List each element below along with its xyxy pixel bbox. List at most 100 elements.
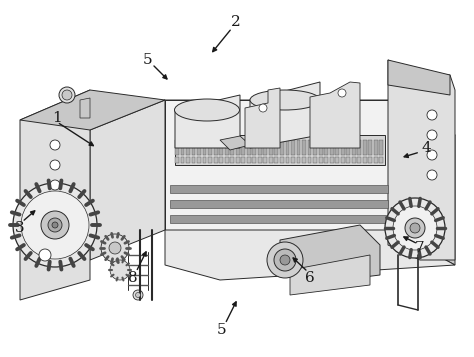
Circle shape [41,211,69,239]
Text: 1: 1 [52,111,62,125]
Polygon shape [390,100,455,265]
Circle shape [427,170,437,180]
Polygon shape [357,140,361,155]
Text: 6: 6 [305,271,315,285]
Circle shape [59,87,75,103]
Polygon shape [352,140,356,155]
Polygon shape [346,140,350,155]
Polygon shape [324,157,328,163]
Polygon shape [208,157,212,163]
Polygon shape [220,136,250,150]
Circle shape [133,290,143,300]
Circle shape [101,234,129,262]
Polygon shape [197,157,201,163]
Polygon shape [352,157,356,163]
Polygon shape [264,140,267,155]
Polygon shape [285,157,290,163]
Polygon shape [225,140,228,155]
Polygon shape [335,140,339,155]
Polygon shape [357,157,361,163]
Polygon shape [214,140,218,155]
Polygon shape [291,157,295,163]
Polygon shape [363,140,367,155]
Circle shape [62,90,72,100]
Polygon shape [274,140,278,155]
Polygon shape [388,60,455,260]
Text: 2: 2 [231,15,241,29]
Polygon shape [247,157,251,163]
Polygon shape [245,88,280,148]
Polygon shape [290,255,370,295]
Polygon shape [330,140,334,155]
Polygon shape [258,157,262,163]
Circle shape [39,249,51,261]
Polygon shape [297,140,301,155]
Polygon shape [363,157,367,163]
Polygon shape [269,157,273,163]
Polygon shape [388,60,450,95]
Polygon shape [274,157,278,163]
Polygon shape [302,157,306,163]
Text: 5: 5 [143,53,153,67]
Polygon shape [202,140,207,155]
Polygon shape [313,140,317,155]
Polygon shape [313,157,317,163]
Polygon shape [252,140,256,155]
Circle shape [52,222,58,228]
Polygon shape [374,140,378,155]
Circle shape [267,242,303,278]
Circle shape [427,110,437,120]
Circle shape [259,104,267,112]
Circle shape [427,130,437,140]
Polygon shape [341,140,345,155]
Circle shape [109,242,121,254]
Circle shape [427,150,437,160]
Circle shape [110,260,130,280]
Circle shape [50,140,60,150]
Polygon shape [264,157,267,163]
Circle shape [50,180,60,190]
Circle shape [136,292,140,297]
Circle shape [338,89,346,97]
Polygon shape [90,100,165,260]
Circle shape [50,160,60,170]
Text: 3: 3 [15,221,25,235]
Ellipse shape [250,90,320,110]
Polygon shape [165,100,390,230]
Circle shape [393,206,437,250]
Polygon shape [280,225,380,285]
Circle shape [21,191,89,259]
Circle shape [280,255,290,265]
Polygon shape [170,185,388,193]
Polygon shape [324,140,328,155]
Polygon shape [90,100,455,165]
Polygon shape [341,157,345,163]
Polygon shape [247,140,251,155]
Polygon shape [181,140,184,155]
Polygon shape [202,157,207,163]
Polygon shape [208,140,212,155]
Polygon shape [368,140,372,155]
Polygon shape [374,157,378,163]
Polygon shape [258,140,262,155]
Polygon shape [291,140,295,155]
Polygon shape [308,157,311,163]
Polygon shape [330,157,334,163]
Polygon shape [186,140,190,155]
Polygon shape [241,157,245,163]
Circle shape [13,183,97,267]
Polygon shape [181,157,184,163]
Polygon shape [175,140,179,155]
Circle shape [405,218,425,238]
Polygon shape [186,157,190,163]
Polygon shape [80,98,90,118]
Text: 4: 4 [421,141,431,155]
Polygon shape [319,157,322,163]
Circle shape [274,249,296,271]
Polygon shape [175,135,385,165]
Polygon shape [20,90,165,130]
Circle shape [385,198,445,258]
Circle shape [410,223,420,233]
Polygon shape [319,140,322,155]
Polygon shape [165,230,455,280]
